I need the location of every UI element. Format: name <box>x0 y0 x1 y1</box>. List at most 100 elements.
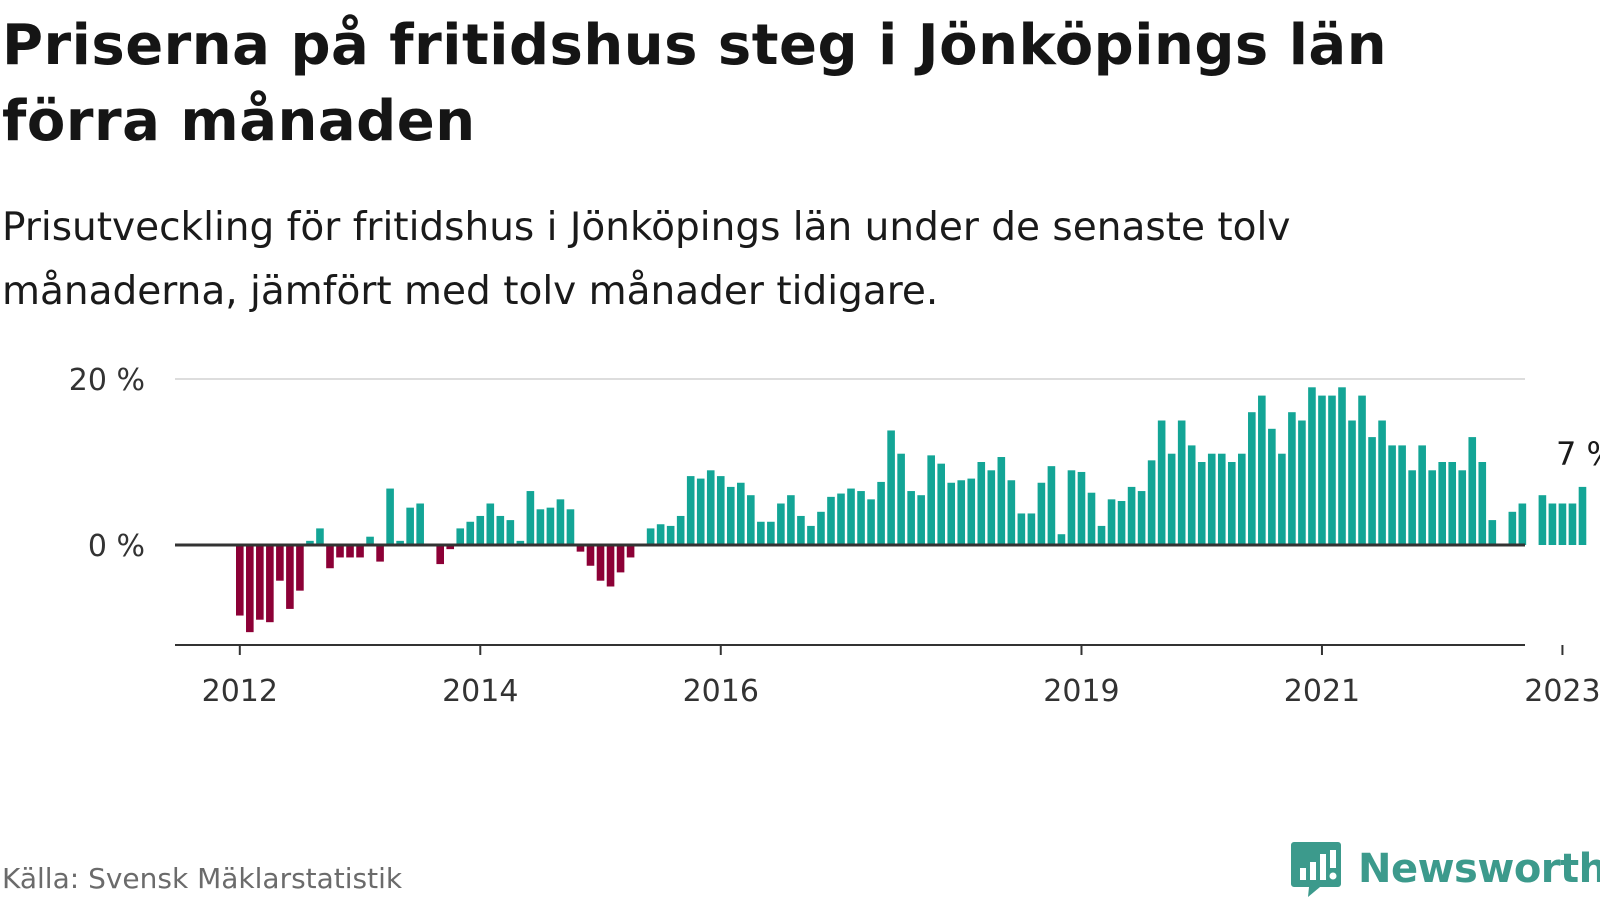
bar <box>1548 503 1557 545</box>
bar <box>1177 420 1186 545</box>
bar <box>1478 462 1487 545</box>
x-tick-label: 2019 <box>1043 674 1119 709</box>
bar <box>526 491 535 545</box>
bar <box>456 528 465 545</box>
bar <box>326 545 334 569</box>
bar <box>1258 395 1266 545</box>
bar <box>596 545 605 581</box>
bar-chart-logo-icon <box>1291 842 1341 897</box>
chart-subtitle: Prisutveckling för fritidshus i Jönköpin… <box>2 205 1291 314</box>
bar <box>706 470 715 545</box>
bar <box>1047 466 1056 545</box>
bar <box>506 520 515 545</box>
bar <box>847 488 855 545</box>
bar <box>787 495 795 545</box>
bar <box>686 476 695 545</box>
newsworthy-logo: Newsworthy <box>1290 840 1600 898</box>
chart-title: Priserna på fritidshus steg i Jönköpings… <box>2 13 1388 154</box>
bar <box>676 515 685 545</box>
bar <box>1117 501 1126 545</box>
bar <box>897 453 905 545</box>
x-tick-label: 2016 <box>683 674 759 709</box>
bar <box>286 545 294 609</box>
bar <box>1057 534 1066 545</box>
y-tick-label: 0 % <box>88 529 145 564</box>
bar <box>486 503 495 545</box>
bar-chart: 0 % 20 % 2012 2014 2016 2019 2021 2023 7 % <box>69 363 1600 709</box>
bar <box>536 509 545 545</box>
bar <box>236 545 244 616</box>
bar <box>1007 480 1016 545</box>
bar <box>1418 445 1426 545</box>
bar <box>837 493 845 545</box>
bar <box>1087 492 1096 545</box>
axis-layer <box>175 543 1564 655</box>
bar <box>1127 486 1136 545</box>
bar <box>1358 395 1366 545</box>
bar <box>757 521 765 545</box>
bar <box>1428 470 1436 545</box>
bar <box>306 540 314 545</box>
bar <box>356 545 364 558</box>
labels-layer: 0 % 20 % 2012 2014 2016 2019 2021 2023 7 % <box>69 363 1600 709</box>
bar <box>656 524 665 545</box>
bar <box>586 545 595 566</box>
bar <box>566 509 575 545</box>
bar <box>987 470 996 545</box>
bar <box>937 463 945 545</box>
bar <box>1538 495 1547 545</box>
bar <box>436 545 444 565</box>
bar <box>556 499 565 545</box>
bar <box>1248 412 1256 545</box>
bar <box>1298 420 1306 545</box>
bar <box>466 521 475 545</box>
bar <box>927 455 935 545</box>
bar <box>1518 503 1527 545</box>
bar <box>336 545 344 558</box>
bar <box>1578 486 1587 545</box>
bar <box>877 481 885 545</box>
bar <box>316 528 324 545</box>
bar <box>416 503 424 545</box>
bar <box>626 545 635 558</box>
bar <box>967 478 976 545</box>
x-tick-label: 2023 <box>1524 674 1600 709</box>
bar <box>576 545 585 552</box>
bar <box>1197 462 1206 545</box>
bars-layer <box>236 387 1587 633</box>
bar <box>747 495 755 545</box>
bar <box>646 528 655 545</box>
bar <box>606 545 615 587</box>
bar <box>1027 513 1036 545</box>
bar <box>1308 387 1316 545</box>
last-value-annotation: 7 % <box>1556 435 1600 473</box>
bar <box>716 476 725 545</box>
bar <box>1217 453 1226 545</box>
bar <box>1278 453 1286 545</box>
bar <box>1037 482 1046 545</box>
bar <box>947 482 956 545</box>
bar <box>516 540 525 545</box>
brand-name: Newsworthy <box>1358 846 1600 892</box>
bar <box>957 480 966 545</box>
bar <box>797 515 805 545</box>
bar <box>266 545 274 623</box>
bar <box>1107 499 1116 545</box>
bar <box>1017 513 1026 545</box>
bar <box>1288 412 1296 545</box>
bar <box>1508 511 1517 545</box>
bar <box>1147 460 1156 545</box>
bar <box>997 457 1006 545</box>
bar <box>386 488 394 545</box>
bar <box>807 525 815 545</box>
bar <box>1187 445 1196 545</box>
bar <box>1157 420 1166 545</box>
bar <box>737 482 745 545</box>
bar <box>1368 437 1376 545</box>
bar <box>1207 453 1216 545</box>
bar <box>1378 420 1386 545</box>
bar <box>406 507 414 545</box>
bar <box>817 511 825 545</box>
bar <box>726 486 735 545</box>
x-tick-label: 2021 <box>1284 674 1360 709</box>
